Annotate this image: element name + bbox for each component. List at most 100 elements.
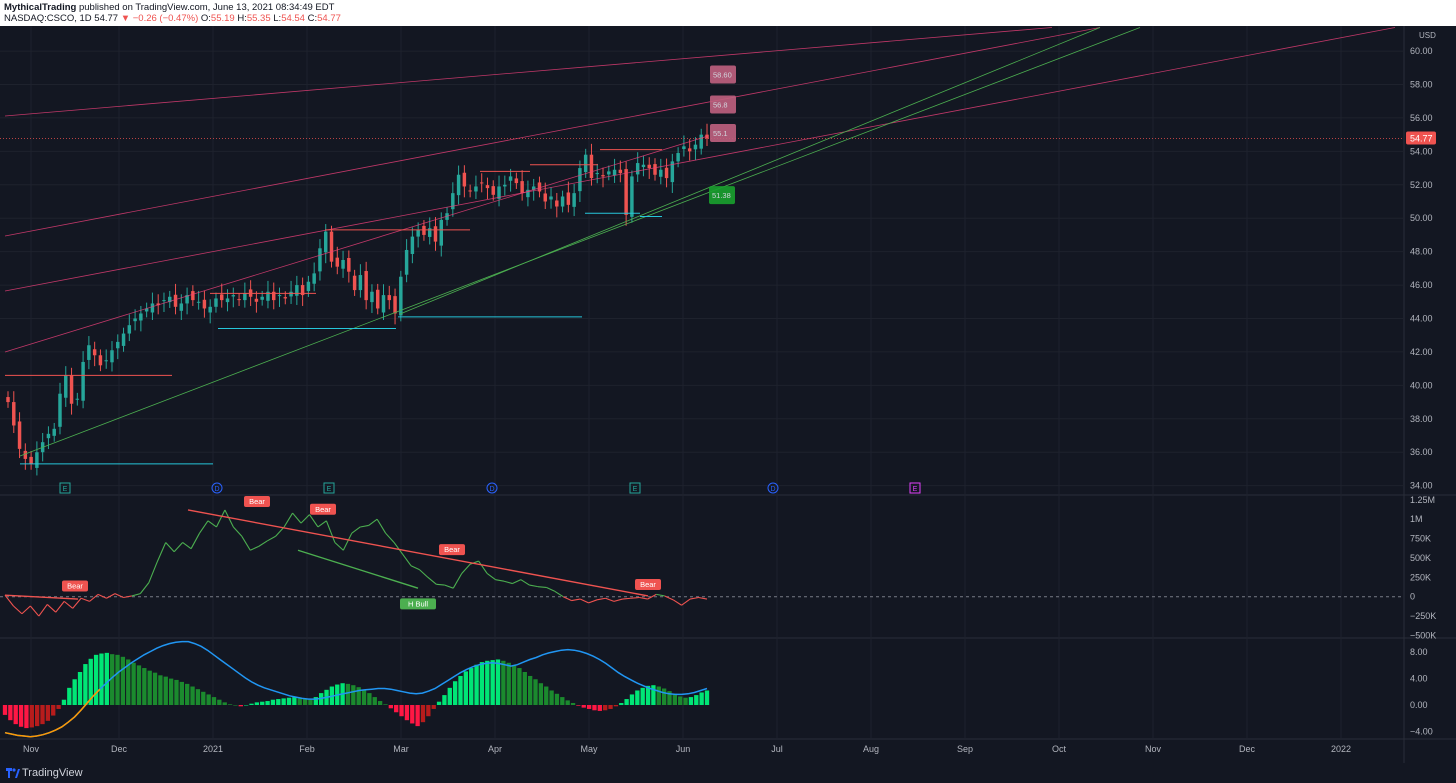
author-name[interactable]: MythicalTrading	[4, 2, 77, 13]
candle-body[interactable]	[456, 174, 461, 196]
candle-body[interactable]	[566, 192, 571, 205]
candle-body[interactable]	[231, 295, 236, 297]
candle-body[interactable]	[451, 193, 455, 210]
candle-body[interactable]	[624, 169, 628, 215]
candle-body[interactable]	[491, 186, 495, 195]
candle-body[interactable]	[479, 182, 484, 184]
candle-body[interactable]	[462, 172, 467, 187]
candle-body[interactable]	[399, 276, 403, 316]
candle-body[interactable]	[266, 291, 270, 301]
candle-body[interactable]	[416, 229, 420, 237]
candle-body[interactable]	[370, 291, 374, 303]
candle-body[interactable]	[347, 257, 351, 272]
trend-line-support[interactable]	[399, 27, 1101, 315]
candle-body[interactable]	[12, 402, 16, 426]
candle-body[interactable]	[17, 421, 22, 449]
candle-body[interactable]	[277, 295, 282, 297]
candle-body[interactable]	[572, 193, 576, 207]
candle-body[interactable]	[150, 303, 155, 313]
candle-body[interactable]	[410, 236, 415, 254]
candle-body[interactable]	[87, 345, 91, 360]
candle-body[interactable]	[508, 176, 513, 181]
candle-body[interactable]	[58, 393, 62, 427]
candle-body[interactable]	[208, 306, 212, 313]
candle-body[interactable]	[670, 161, 675, 183]
candle-body[interactable]	[104, 360, 108, 362]
dividend-marker-icon[interactable]	[211, 482, 223, 494]
candle-body[interactable]	[300, 285, 305, 296]
candle-body[interactable]	[98, 355, 103, 366]
candle-body[interactable]	[664, 167, 669, 179]
trend-line-support[interactable]	[19, 27, 1141, 457]
price-target-box[interactable]	[710, 65, 736, 84]
candle-body[interactable]	[364, 271, 368, 301]
candle-body[interactable]	[375, 289, 380, 309]
candle-body[interactable]	[75, 398, 80, 400]
candle-body[interactable]	[335, 257, 340, 267]
bear-divergence-line[interactable]	[187, 509, 649, 597]
price-target-box[interactable]	[709, 186, 735, 205]
candle-body[interactable]	[468, 190, 472, 192]
candle-body[interactable]	[254, 298, 259, 302]
candle-body[interactable]	[220, 294, 224, 301]
candle-body[interactable]	[46, 433, 51, 439]
candle-body[interactable]	[29, 456, 33, 464]
candle-body[interactable]	[537, 182, 542, 192]
candle-body[interactable]	[35, 452, 39, 468]
candle-body[interactable]	[589, 154, 594, 179]
candle-body[interactable]	[283, 297, 288, 299]
candle-body[interactable]	[289, 291, 293, 297]
earnings-marker-icon[interactable]	[909, 482, 921, 494]
candle-body[interactable]	[531, 186, 536, 190]
candle-body[interactable]	[497, 186, 501, 199]
dividend-marker-icon[interactable]	[486, 482, 498, 494]
trend-line-resistance[interactable]	[4, 135, 709, 353]
candle-body[interactable]	[144, 308, 149, 312]
candle-body[interactable]	[560, 196, 565, 207]
candle-body[interactable]	[433, 226, 438, 242]
candle-body[interactable]	[687, 148, 692, 152]
candle-body[interactable]	[439, 219, 443, 246]
candle-body[interactable]	[168, 296, 172, 303]
candle-body[interactable]	[514, 178, 519, 184]
candle-body[interactable]	[555, 200, 559, 207]
candle-body[interactable]	[243, 293, 247, 301]
candle-body[interactable]	[23, 450, 28, 459]
candle-body[interactable]	[358, 275, 363, 291]
candle-body[interactable]	[647, 164, 651, 169]
candle-body[interactable]	[116, 341, 120, 349]
trend-line-resistance[interactable]	[4, 27, 1396, 292]
candle-body[interactable]	[156, 303, 160, 306]
candle-body[interactable]	[64, 375, 68, 398]
candle-body[interactable]	[618, 169, 623, 174]
candle-body[interactable]	[139, 313, 143, 321]
candle-body[interactable]	[474, 186, 478, 192]
candle-body[interactable]	[381, 295, 386, 313]
candle-body[interactable]	[503, 184, 507, 187]
earnings-marker-icon[interactable]	[323, 482, 335, 494]
candle-body[interactable]	[693, 144, 698, 150]
candle-body[interactable]	[404, 249, 409, 275]
candle-body[interactable]	[595, 173, 599, 175]
candle-body[interactable]	[133, 318, 137, 322]
candle-body[interactable]	[630, 176, 634, 217]
candle-body[interactable]	[272, 291, 276, 301]
candle-body[interactable]	[260, 296, 264, 300]
candle-body[interactable]	[682, 146, 686, 150]
candle-body[interactable]	[578, 168, 582, 192]
tradingview-brand[interactable]: TradingView	[22, 767, 83, 779]
candle-body[interactable]	[601, 175, 605, 177]
candle-body[interactable]	[121, 333, 126, 346]
candle-body[interactable]	[653, 164, 657, 175]
candle-body[interactable]	[191, 291, 195, 301]
candle-body[interactable]	[427, 228, 432, 237]
candle-body[interactable]	[583, 154, 588, 173]
candle-body[interactable]	[225, 298, 230, 303]
candle-body[interactable]	[607, 171, 611, 175]
candle-body[interactable]	[295, 285, 299, 296]
candle-body[interactable]	[202, 299, 207, 309]
price-target-box[interactable]	[710, 95, 736, 114]
candle-body[interactable]	[352, 275, 357, 291]
trend-line-resistance[interactable]	[4, 27, 1101, 237]
candle-body[interactable]	[237, 299, 241, 301]
